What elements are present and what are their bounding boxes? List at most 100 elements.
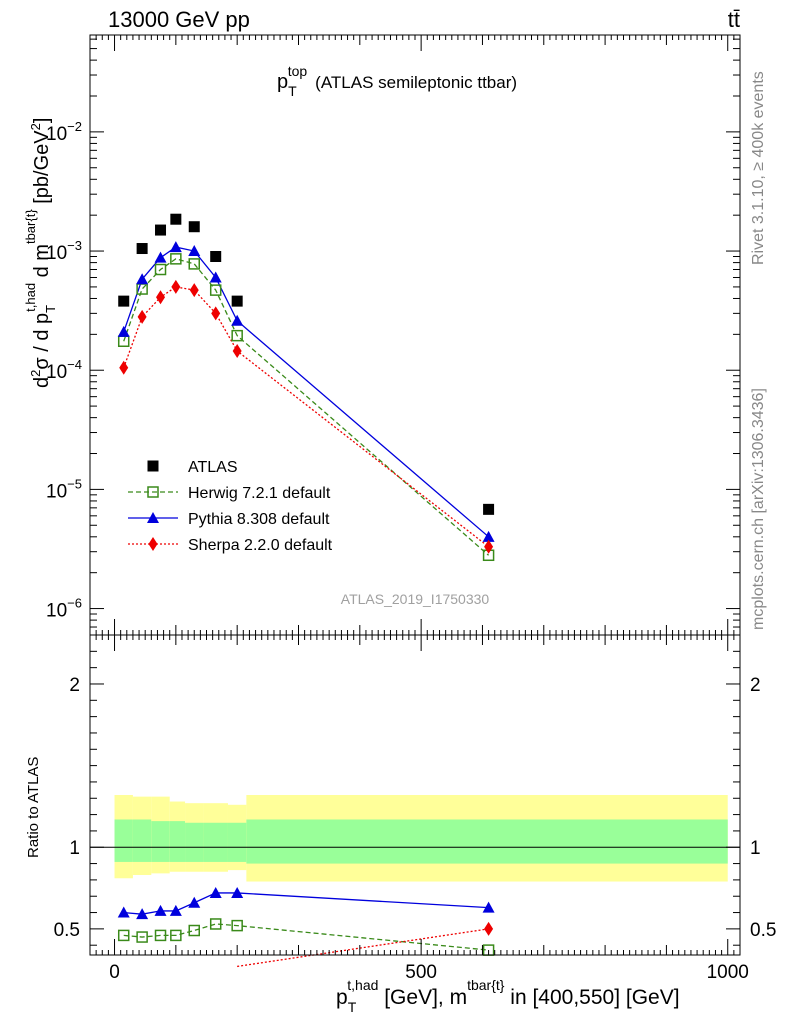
stat-uncertainty-band: [169, 821, 186, 862]
ratio-y-tick-label-right: 1: [750, 838, 761, 859]
main-y-tick-base: 10: [46, 124, 67, 145]
ratio-data-point: [482, 901, 495, 913]
ratio-data-point: [209, 918, 222, 930]
main-data-point: [231, 329, 243, 342]
plot-title: pTtop(ATLAS semileptonic ttbar): [277, 63, 517, 99]
main-series-line: [123, 258, 490, 556]
main-data-point: [169, 241, 182, 253]
main-data-point: [188, 258, 200, 270]
ratio-data-point: [169, 904, 182, 916]
main-y-tick-exp: −3: [67, 238, 82, 253]
watermark-label: ATLAS_2019_I1750330: [341, 591, 490, 607]
main-y-axis-title: d2σ / d pTt,had d mtbar{t} [pb/GeV2]: [23, 118, 58, 388]
ratio-y-tick-label-left: 0.5: [54, 920, 80, 941]
main-data-point: [136, 243, 148, 255]
ratio-series-layer: [117, 886, 495, 968]
main-y-tick-label: 10−4: [46, 357, 82, 383]
main-data-point: [170, 253, 182, 265]
legend-marker: [148, 537, 158, 551]
ratio-data-point: [188, 924, 200, 937]
main-y-tick-exp: −2: [67, 119, 82, 134]
main-y-tick-exp: −6: [67, 596, 82, 611]
main-data-point: [483, 503, 495, 515]
main-series-line: [123, 286, 489, 548]
main-data-point: [232, 343, 242, 358]
ratio-x-tick-label: 0: [109, 962, 120, 983]
main-data-point: [117, 325, 130, 337]
main-x-ticks: [95, 35, 735, 635]
ratio-data-point: [154, 904, 167, 916]
main-y-tick-exp: −4: [67, 357, 82, 372]
main-data-point: [136, 273, 149, 285]
main-y-tick-base: 10: [46, 362, 67, 383]
mcplots-label: mcplots.cern.ch [arXiv:1306.3436]: [750, 388, 767, 630]
legend-label: Sherpa 2.2.0 default: [188, 537, 333, 554]
main-series-line: [123, 246, 490, 538]
main-y-tick-label: 10−6: [46, 596, 82, 622]
main-panel: pTtop(ATLAS semileptonic ttbar) ATLAS_20…: [46, 34, 741, 636]
ratio-series-line: [123, 923, 489, 951]
main-y-tick-base: 10: [46, 481, 67, 502]
ratio-data-point: [170, 929, 182, 942]
stat-uncertainty-band: [227, 822, 247, 862]
ratio-y-tick-label-right: 0.5: [750, 920, 776, 941]
main-data-point: [188, 245, 201, 257]
main-data-point: [210, 251, 222, 263]
main-data-point: [155, 224, 167, 236]
ratio-x-axis: 0 500 1000: [95, 635, 749, 983]
main-data-point: [117, 335, 130, 348]
main-data-point: [484, 539, 494, 554]
stat-uncertainty-band: [185, 822, 204, 862]
main-data-point: [170, 213, 182, 225]
rivet-version-label: Rivet 3.1.10, ≥ 400k events: [750, 71, 767, 265]
main-data-point: [119, 360, 129, 375]
stat-uncertainty-band: [132, 819, 152, 862]
main-data-point: [482, 530, 495, 542]
main-y-tick-exp: −5: [67, 476, 82, 491]
x-axis-title: pTt,had [GeV], mtbar{t} in [400,550] [Ge…: [336, 977, 680, 1015]
ratio-data-point: [136, 908, 149, 920]
ratio-y-tick-label-left: 1: [69, 838, 80, 859]
ratio-series-line: [237, 928, 489, 968]
ratio-x-tick-label: 1000: [707, 962, 749, 983]
stat-uncertainty-band: [114, 819, 133, 862]
main-y-tick-label: 10−2: [46, 119, 82, 145]
legend: ATLAS Herwig 7.2.1 default Pythia 8.308 de…: [128, 459, 333, 554]
header-energy-label: 13000 GeV pp: [108, 7, 250, 32]
main-data-point: [156, 290, 166, 305]
main-y-axis: 10−610−510−410−310−2: [46, 38, 740, 636]
stat-uncertainty-band: [151, 821, 170, 862]
main-data-point: [231, 295, 243, 307]
main-data-point: [209, 284, 222, 296]
ratio-data-point: [154, 929, 167, 942]
main-data-point: [231, 314, 244, 326]
main-data-point: [154, 263, 167, 276]
legend-marker: [147, 486, 159, 498]
main-data-point: [211, 306, 221, 321]
main-data-point: [209, 271, 222, 283]
ratio-series-line: [123, 892, 489, 915]
main-data-point: [188, 221, 200, 233]
ratio-data-point: [117, 929, 130, 942]
legend-label: Pythia 8.308 default: [188, 511, 330, 528]
main-series-layer: [117, 213, 495, 562]
main-data-point: [171, 279, 181, 294]
ratio-y-tick-label-right: 2: [750, 675, 761, 696]
legend-marker: [147, 460, 159, 472]
main-y-tick-label: 10−5: [46, 476, 82, 502]
main-data-point: [118, 295, 130, 307]
main-y-tick-base: 10: [46, 243, 67, 264]
main-y-tick-label: 10−3: [46, 238, 82, 264]
ratio-data-point: [209, 886, 222, 898]
ratio-data-point: [484, 921, 494, 936]
legend-label: ATLAS: [188, 459, 238, 476]
ratio-y-axis: 0.5 0.5 1 1 2 2: [54, 650, 776, 946]
ratio-x-tick-label: 500: [405, 962, 437, 983]
ratio-uncertainty-bands: [114, 795, 728, 882]
ratio-y-tick-label-left: 2: [69, 675, 80, 696]
main-data-point: [154, 251, 167, 263]
ratio-data-point: [231, 919, 243, 932]
main-data-point: [189, 283, 199, 298]
stat-uncertainty-band: [203, 822, 228, 862]
ratio-y-axis-title: Ratio to ATLAS: [25, 757, 42, 858]
